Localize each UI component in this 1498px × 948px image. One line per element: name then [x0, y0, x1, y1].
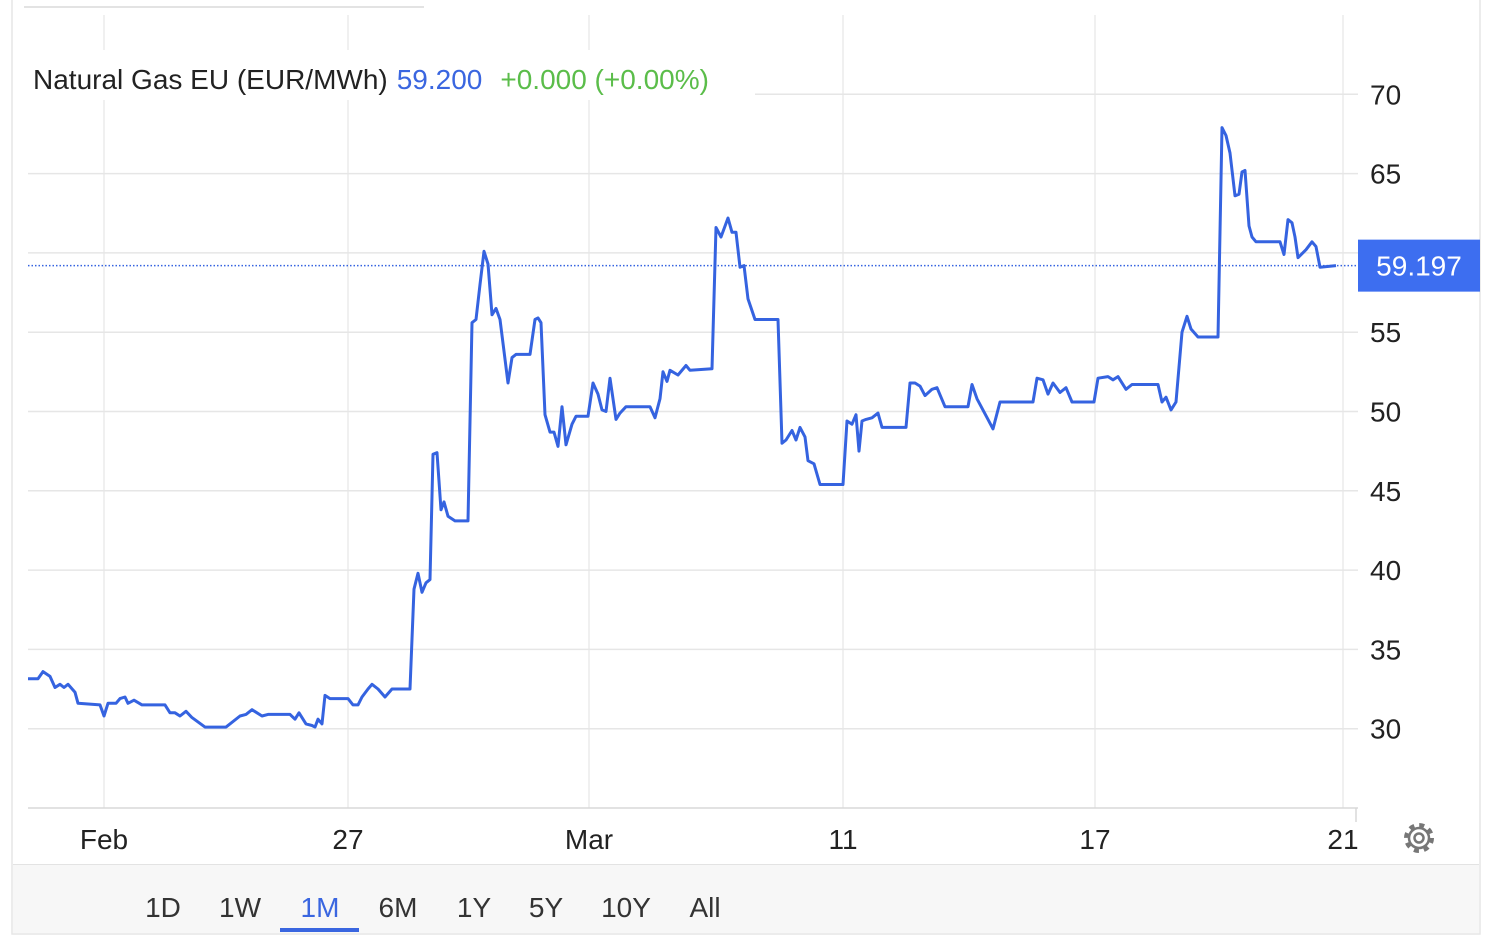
range-button[interactable]: 5Y: [529, 892, 564, 923]
y-tick-label: 30: [1370, 714, 1401, 745]
range-button[interactable]: 10Y: [601, 892, 651, 923]
header: Natural Gas EU (EUR/MWh) 59.200 +0.000 (+0…: [33, 64, 709, 95]
y-tick-label: 50: [1370, 397, 1401, 428]
settings-gear[interactable]: [1404, 823, 1434, 853]
x-tick-label: 11: [828, 824, 857, 855]
gear-teeth: [1404, 823, 1434, 853]
header-bg: [28, 50, 755, 100]
gear-ring: [1407, 826, 1431, 850]
range-button[interactable]: 6M: [379, 892, 418, 923]
range-bar: [13, 865, 1479, 933]
y-tick-label: 45: [1370, 476, 1401, 507]
y-tick-label: 55: [1370, 317, 1401, 348]
frame: [11, 0, 1481, 935]
gear-hub: [1413, 832, 1425, 844]
grid: [28, 15, 1358, 822]
axes: Feb27Mar11172130354045505560657059.197: [80, 79, 1480, 855]
current-price-box: [1358, 239, 1480, 292]
y-tick-label: 65: [1370, 159, 1401, 190]
range-button[interactable]: 1D: [145, 892, 181, 923]
y-tick-label: 35: [1370, 634, 1401, 665]
x-tick-label: 27: [332, 824, 363, 855]
y-tick-label: 40: [1370, 555, 1401, 586]
range-button[interactable]: 1M: [301, 892, 340, 923]
x-tick-label: Feb: [80, 824, 128, 855]
title: Natural Gas EU (EUR/MWh): [33, 64, 388, 95]
change: +0.000 (+0.00%): [500, 64, 709, 95]
price-line: [28, 126, 1337, 729]
range-button[interactable]: All: [689, 892, 720, 923]
range-buttons: 1D 1W 1M 6M 1Y 5Y 10Y All: [145, 892, 721, 932]
x-tick-label: 21: [1327, 824, 1358, 855]
current-price-label: 59.197: [1376, 251, 1462, 282]
range-button[interactable]: 1W: [219, 892, 262, 923]
x-tick-label: 17: [1079, 824, 1110, 855]
x-tick-label: Mar: [565, 824, 613, 855]
range-button[interactable]: 1Y: [457, 892, 492, 923]
plot: [28, 126, 1358, 729]
price: 59.200: [397, 64, 483, 95]
y-tick-label: 70: [1370, 79, 1401, 110]
active-range-underline: [280, 928, 359, 932]
